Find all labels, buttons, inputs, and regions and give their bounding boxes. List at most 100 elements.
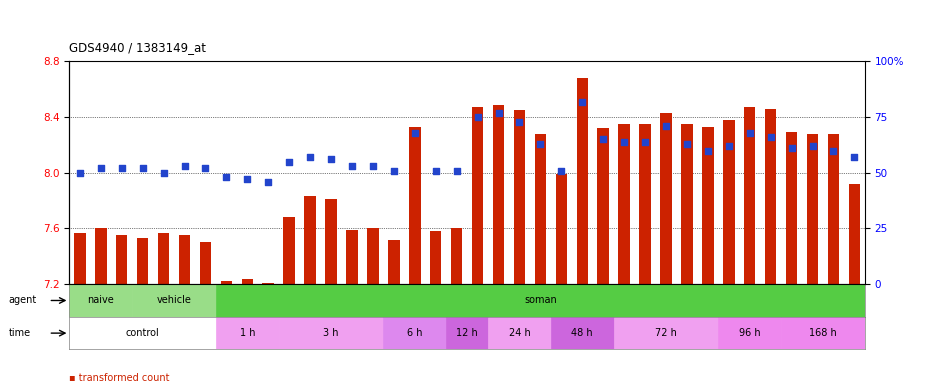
Text: time: time xyxy=(8,328,31,338)
Bar xyxy=(613,317,719,349)
Point xyxy=(407,130,422,136)
Point xyxy=(240,176,254,182)
Bar xyxy=(326,199,337,284)
Bar xyxy=(74,233,86,284)
Point xyxy=(574,98,589,104)
Bar xyxy=(69,317,216,349)
Bar xyxy=(619,124,630,284)
Point xyxy=(847,154,862,160)
Text: 1 h: 1 h xyxy=(240,328,255,338)
Text: naive: naive xyxy=(87,295,114,306)
Point xyxy=(533,141,548,147)
Point xyxy=(72,170,87,176)
Bar xyxy=(200,242,211,284)
Point xyxy=(722,143,736,149)
Point xyxy=(156,170,171,176)
Bar xyxy=(158,233,169,284)
Point xyxy=(198,165,213,171)
Bar xyxy=(278,317,383,349)
Bar xyxy=(179,235,191,284)
Point xyxy=(387,167,401,174)
Bar xyxy=(702,127,713,284)
Bar xyxy=(681,124,693,284)
Bar xyxy=(765,109,776,284)
Point xyxy=(554,167,569,174)
Bar xyxy=(807,134,819,284)
Point xyxy=(282,159,297,165)
Bar xyxy=(69,284,132,317)
Bar xyxy=(660,113,672,284)
Point xyxy=(596,136,611,142)
Bar xyxy=(639,124,651,284)
Bar xyxy=(304,197,315,284)
Bar xyxy=(551,317,613,349)
Bar xyxy=(744,108,756,284)
Bar xyxy=(446,317,488,349)
Text: 24 h: 24 h xyxy=(509,328,530,338)
Point xyxy=(261,179,276,185)
Bar xyxy=(263,283,274,284)
Point xyxy=(324,156,339,162)
Point xyxy=(680,141,695,147)
Text: 72 h: 72 h xyxy=(655,328,677,338)
Point xyxy=(763,134,778,140)
Point xyxy=(177,163,191,169)
Bar xyxy=(472,108,484,284)
Point xyxy=(512,119,527,125)
Point xyxy=(302,154,317,160)
Point xyxy=(219,174,234,180)
Bar xyxy=(216,284,865,317)
Bar xyxy=(367,228,378,284)
Bar xyxy=(346,230,358,284)
Point xyxy=(365,163,380,169)
Point xyxy=(491,109,506,116)
Bar xyxy=(719,317,781,349)
Bar xyxy=(828,134,839,284)
Point xyxy=(428,167,443,174)
Bar xyxy=(535,134,546,284)
Point xyxy=(450,167,464,174)
Bar xyxy=(221,281,232,284)
Bar xyxy=(430,231,441,284)
Bar xyxy=(493,104,504,284)
Bar xyxy=(95,228,106,284)
Text: 12 h: 12 h xyxy=(456,328,478,338)
Bar xyxy=(383,317,446,349)
Point xyxy=(637,139,652,145)
Point xyxy=(784,145,799,151)
Bar xyxy=(409,127,421,284)
Point xyxy=(93,165,108,171)
Point xyxy=(805,143,820,149)
Point xyxy=(659,123,673,129)
Text: 6 h: 6 h xyxy=(407,328,423,338)
Text: GDS4940 / 1383149_at: GDS4940 / 1383149_at xyxy=(69,41,206,55)
Point xyxy=(826,147,841,154)
Point xyxy=(135,165,150,171)
Text: 96 h: 96 h xyxy=(739,328,760,338)
Bar xyxy=(132,284,216,317)
Text: 168 h: 168 h xyxy=(809,328,837,338)
Bar xyxy=(137,238,148,284)
Bar xyxy=(781,317,865,349)
Bar xyxy=(513,110,525,284)
Point xyxy=(470,114,485,120)
Bar xyxy=(848,184,860,284)
Bar xyxy=(723,120,734,284)
Text: soman: soman xyxy=(524,295,557,306)
Bar xyxy=(786,132,797,284)
Bar xyxy=(488,317,551,349)
Bar xyxy=(241,278,253,284)
Bar xyxy=(598,128,609,284)
Bar xyxy=(283,217,295,284)
Bar xyxy=(388,240,400,284)
Point xyxy=(617,139,632,145)
Point xyxy=(115,165,130,171)
Text: 48 h: 48 h xyxy=(572,328,593,338)
Point xyxy=(743,130,758,136)
Point xyxy=(345,163,360,169)
Text: agent: agent xyxy=(8,295,37,306)
Text: ▪ transformed count: ▪ transformed count xyxy=(69,373,170,383)
Bar xyxy=(556,174,567,284)
Bar xyxy=(450,228,462,284)
Bar xyxy=(216,317,278,349)
